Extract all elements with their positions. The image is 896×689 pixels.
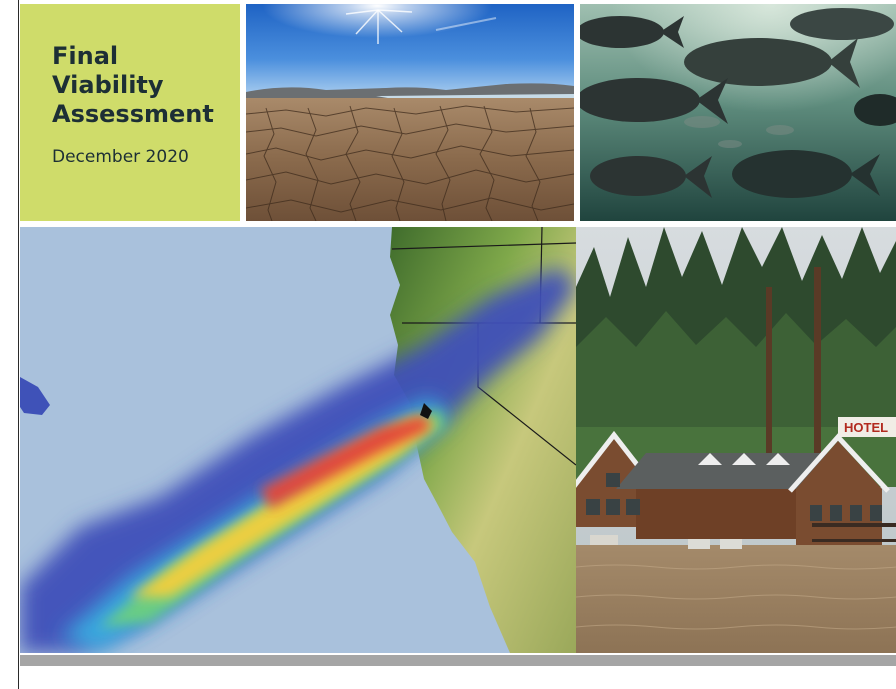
- title-line-1: Final: [52, 42, 119, 70]
- report-date: December 2020: [52, 147, 189, 167]
- hotel-sign: HOTEL: [844, 420, 888, 435]
- bottom-gray-band: [20, 655, 896, 666]
- title-box: Final Viability Assessment December 2020: [20, 4, 240, 221]
- title-line-2: Viability: [52, 71, 164, 99]
- salmon-underwater-photo: [580, 4, 896, 221]
- cracked-dry-lakebed-photo: [246, 4, 574, 221]
- atmospheric-river-map: [20, 227, 576, 653]
- title-line-3: Assessment: [52, 100, 214, 128]
- left-edge-rule: [18, 0, 19, 689]
- flooded-hotel-photo: HOTEL: [576, 227, 896, 653]
